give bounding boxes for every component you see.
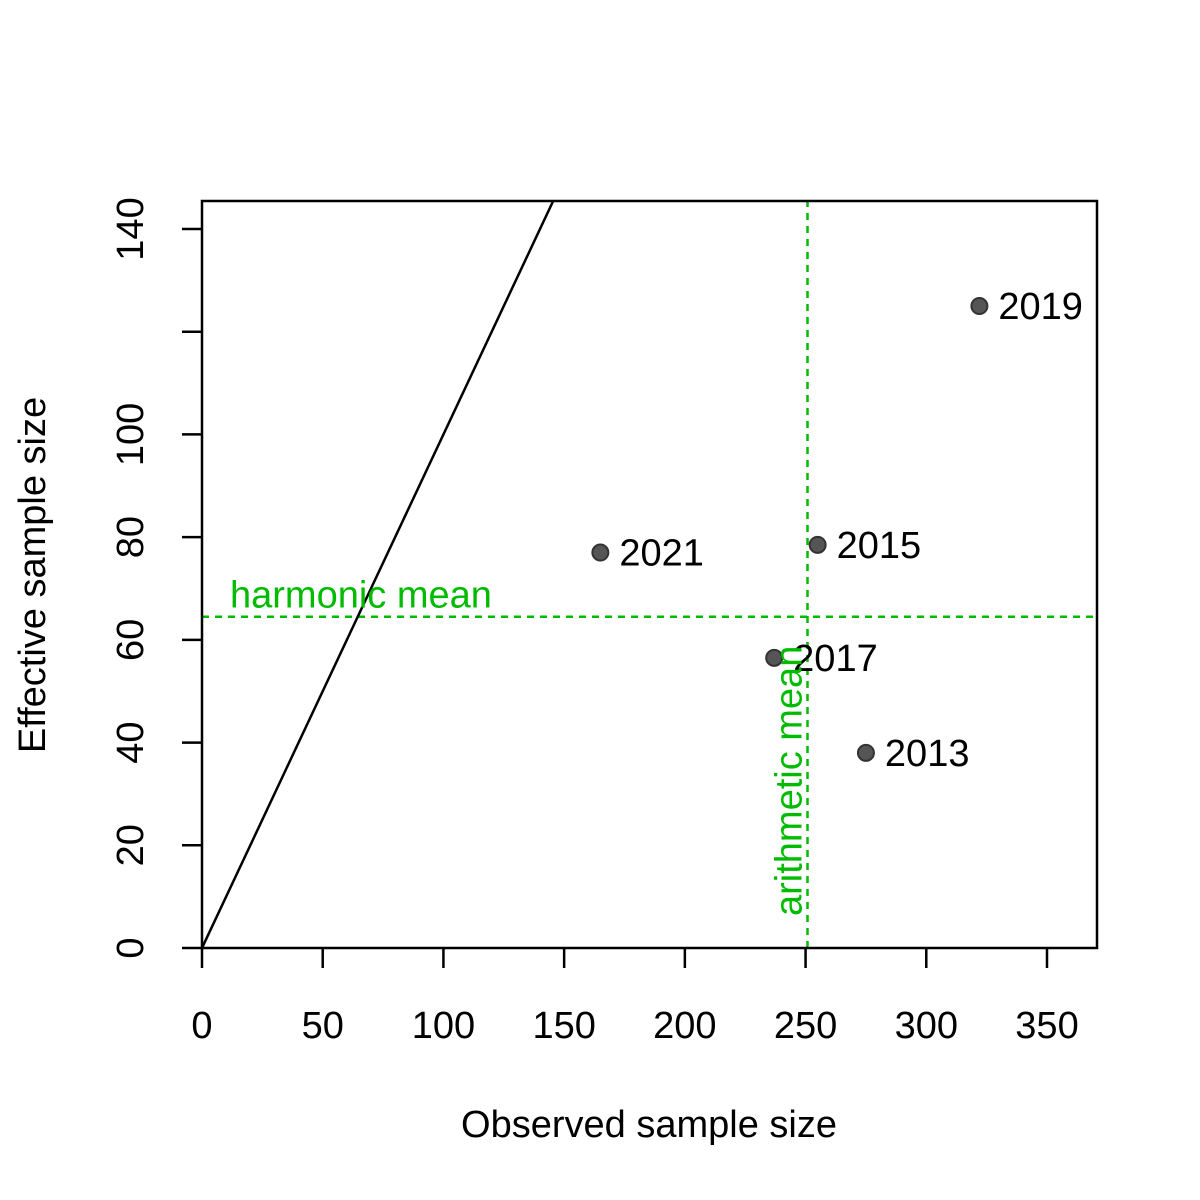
points-layer: 2013 2015 2017 2019 2021 bbox=[591, 286, 1083, 775]
point-label: 2021 bbox=[619, 533, 704, 575]
data-point bbox=[856, 743, 875, 762]
point-label: 2019 bbox=[998, 286, 1083, 328]
arithmetic-mean-label: arithmetic mean bbox=[769, 646, 811, 916]
y-axis-title: Effective sample size bbox=[12, 397, 54, 753]
y-tick-label: 20 bbox=[110, 824, 152, 866]
y-tick-label: 100 bbox=[110, 403, 152, 466]
y-tick-label: 60 bbox=[110, 619, 152, 661]
y-tick-label: 80 bbox=[110, 516, 152, 558]
x-tick-label: 50 bbox=[302, 1005, 344, 1047]
identity-line-layer bbox=[202, 201, 555, 948]
point-label: 2017 bbox=[793, 638, 878, 680]
x-tick-label: 300 bbox=[895, 1005, 958, 1047]
x-tick-label: 200 bbox=[653, 1005, 716, 1047]
y-tick-label: 40 bbox=[110, 721, 152, 763]
x-axis: 0 50 100 150 200 250 300 350 bbox=[191, 948, 1079, 1047]
point-label: 2013 bbox=[885, 733, 970, 775]
x-tick-label: 100 bbox=[412, 1005, 475, 1047]
harmonic-mean-label: harmonic mean bbox=[230, 575, 492, 617]
reference-lines bbox=[202, 201, 1097, 948]
data-point bbox=[808, 535, 827, 554]
plot-frame bbox=[200, 199, 1099, 950]
identity-line bbox=[202, 201, 555, 948]
point-label: 2015 bbox=[837, 525, 922, 567]
data-point bbox=[765, 648, 784, 667]
y-tick-label: 140 bbox=[110, 197, 152, 260]
y-tick-label: 0 bbox=[110, 937, 152, 958]
y-axis: 0 20 40 60 80 100 140 bbox=[110, 197, 202, 959]
x-tick-label: 150 bbox=[532, 1005, 595, 1047]
x-tick-label: 250 bbox=[774, 1005, 837, 1047]
x-tick-label: 350 bbox=[1015, 1005, 1078, 1047]
x-tick-label: 0 bbox=[191, 1005, 212, 1047]
x-axis-title: Observed sample size bbox=[461, 1104, 837, 1146]
data-point bbox=[591, 543, 610, 562]
data-point bbox=[970, 297, 989, 316]
